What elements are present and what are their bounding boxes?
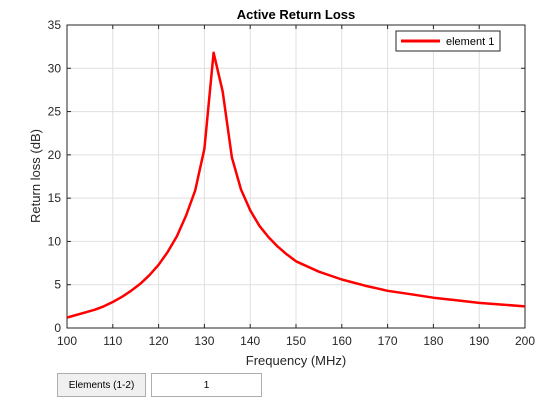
y-tick-label: 10	[48, 234, 62, 248]
x-tick-label: 110	[103, 334, 122, 348]
series	[66, 51, 526, 319]
y-axis-label: Return loss (dB)	[28, 129, 43, 223]
x-tick-label: 180	[423, 334, 443, 348]
legend-box	[395, 30, 501, 52]
x-tick-label: 100	[57, 334, 77, 348]
x-tick-label: 140	[240, 334, 260, 348]
x-tick-label: 170	[378, 334, 398, 348]
series-line	[66, 51, 526, 319]
x-tick-label: 150	[286, 334, 306, 348]
x-tick-label: 160	[332, 334, 352, 348]
y-tick-label: 5	[54, 278, 61, 292]
ticks: 100 110 120 130 140 150 160 170 180 190 200 0 5 10 15 2…	[48, 18, 536, 348]
x-tick-label: 120	[149, 334, 169, 348]
x-axis-label: Frequency (MHz)	[246, 353, 346, 368]
elements-input[interactable]: 1	[151, 373, 262, 397]
y-tick-label: 30	[48, 61, 62, 75]
x-tick-label: 130	[194, 334, 214, 348]
legend: element 1	[395, 30, 501, 52]
chart-title: Active Return Loss	[237, 7, 355, 22]
grid	[66, 24, 526, 329]
elements-label: Elements (1-2)	[57, 373, 146, 397]
y-tick-label: 15	[48, 191, 62, 205]
legend-label: element 1	[446, 36, 494, 48]
x-tick-label: 200	[515, 334, 535, 348]
y-tick-label: 35	[48, 18, 62, 32]
x-tick-label: 190	[469, 334, 489, 348]
y-tick-label: 20	[48, 148, 62, 162]
y-tick-label: 25	[48, 105, 62, 119]
y-tick-label: 0	[54, 321, 61, 335]
